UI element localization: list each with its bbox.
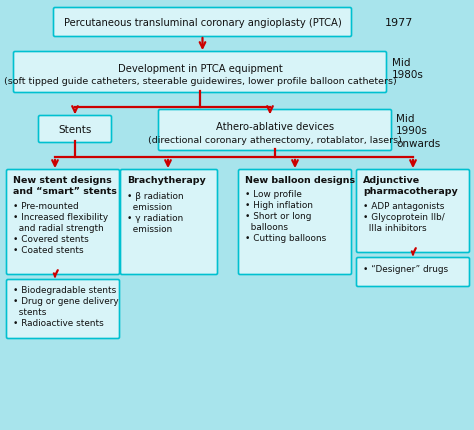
FancyBboxPatch shape bbox=[120, 170, 218, 275]
Text: Adjunctive
pharmacotherapy: Adjunctive pharmacotherapy bbox=[363, 175, 458, 196]
FancyBboxPatch shape bbox=[7, 280, 119, 339]
Text: Percutaneous transluminal coronary angioplasty (PTCA): Percutaneous transluminal coronary angio… bbox=[64, 18, 341, 28]
Text: Mid
1990s
onwards: Mid 1990s onwards bbox=[396, 114, 440, 148]
FancyBboxPatch shape bbox=[7, 170, 119, 275]
Text: • “Designer” drugs: • “Designer” drugs bbox=[363, 264, 448, 273]
Text: Brachytherapy: Brachytherapy bbox=[127, 175, 206, 184]
Text: Athero-ablative devices: Athero-ablative devices bbox=[216, 122, 334, 132]
Text: Stents: Stents bbox=[58, 125, 91, 135]
Text: Mid
1980s: Mid 1980s bbox=[392, 58, 424, 80]
Text: Development in PTCA equipment: Development in PTCA equipment bbox=[118, 64, 283, 74]
FancyBboxPatch shape bbox=[54, 9, 352, 37]
Text: • ADP antagonists
• Glycoprotein IIb/
  IIIa inhibitors: • ADP antagonists • Glycoprotein IIb/ II… bbox=[363, 202, 445, 233]
Text: New stent designs
and “smart” stents: New stent designs and “smart” stents bbox=[13, 175, 117, 196]
FancyBboxPatch shape bbox=[356, 170, 470, 253]
Text: • Low profile
• High inflation
• Short or long
  balloons
• Cutting balloons: • Low profile • High inflation • Short o… bbox=[245, 190, 326, 243]
Text: 1977: 1977 bbox=[385, 18, 413, 28]
FancyBboxPatch shape bbox=[158, 110, 392, 151]
Text: New balloon designs: New balloon designs bbox=[245, 175, 355, 184]
FancyBboxPatch shape bbox=[13, 52, 386, 93]
Text: • Biodegradable stents
• Drug or gene delivery
  stents
• Radioactive stents: • Biodegradable stents • Drug or gene de… bbox=[13, 286, 118, 328]
Text: • β radiation
  emission
• γ radiation
  emission: • β radiation emission • γ radiation emi… bbox=[127, 191, 183, 234]
FancyBboxPatch shape bbox=[356, 258, 470, 287]
Text: (soft tipped guide catheters, steerable guidewires, lower profile balloon cathet: (soft tipped guide catheters, steerable … bbox=[4, 77, 396, 86]
FancyBboxPatch shape bbox=[38, 116, 111, 143]
Text: • Pre-mounted
• Increased flexibility
  and radial strength
• Covered stents
• C: • Pre-mounted • Increased flexibility an… bbox=[13, 202, 108, 255]
Text: (directional coronary atherectomy, rotablator, lasers): (directional coronary atherectomy, rotab… bbox=[148, 136, 402, 144]
FancyBboxPatch shape bbox=[238, 170, 352, 275]
